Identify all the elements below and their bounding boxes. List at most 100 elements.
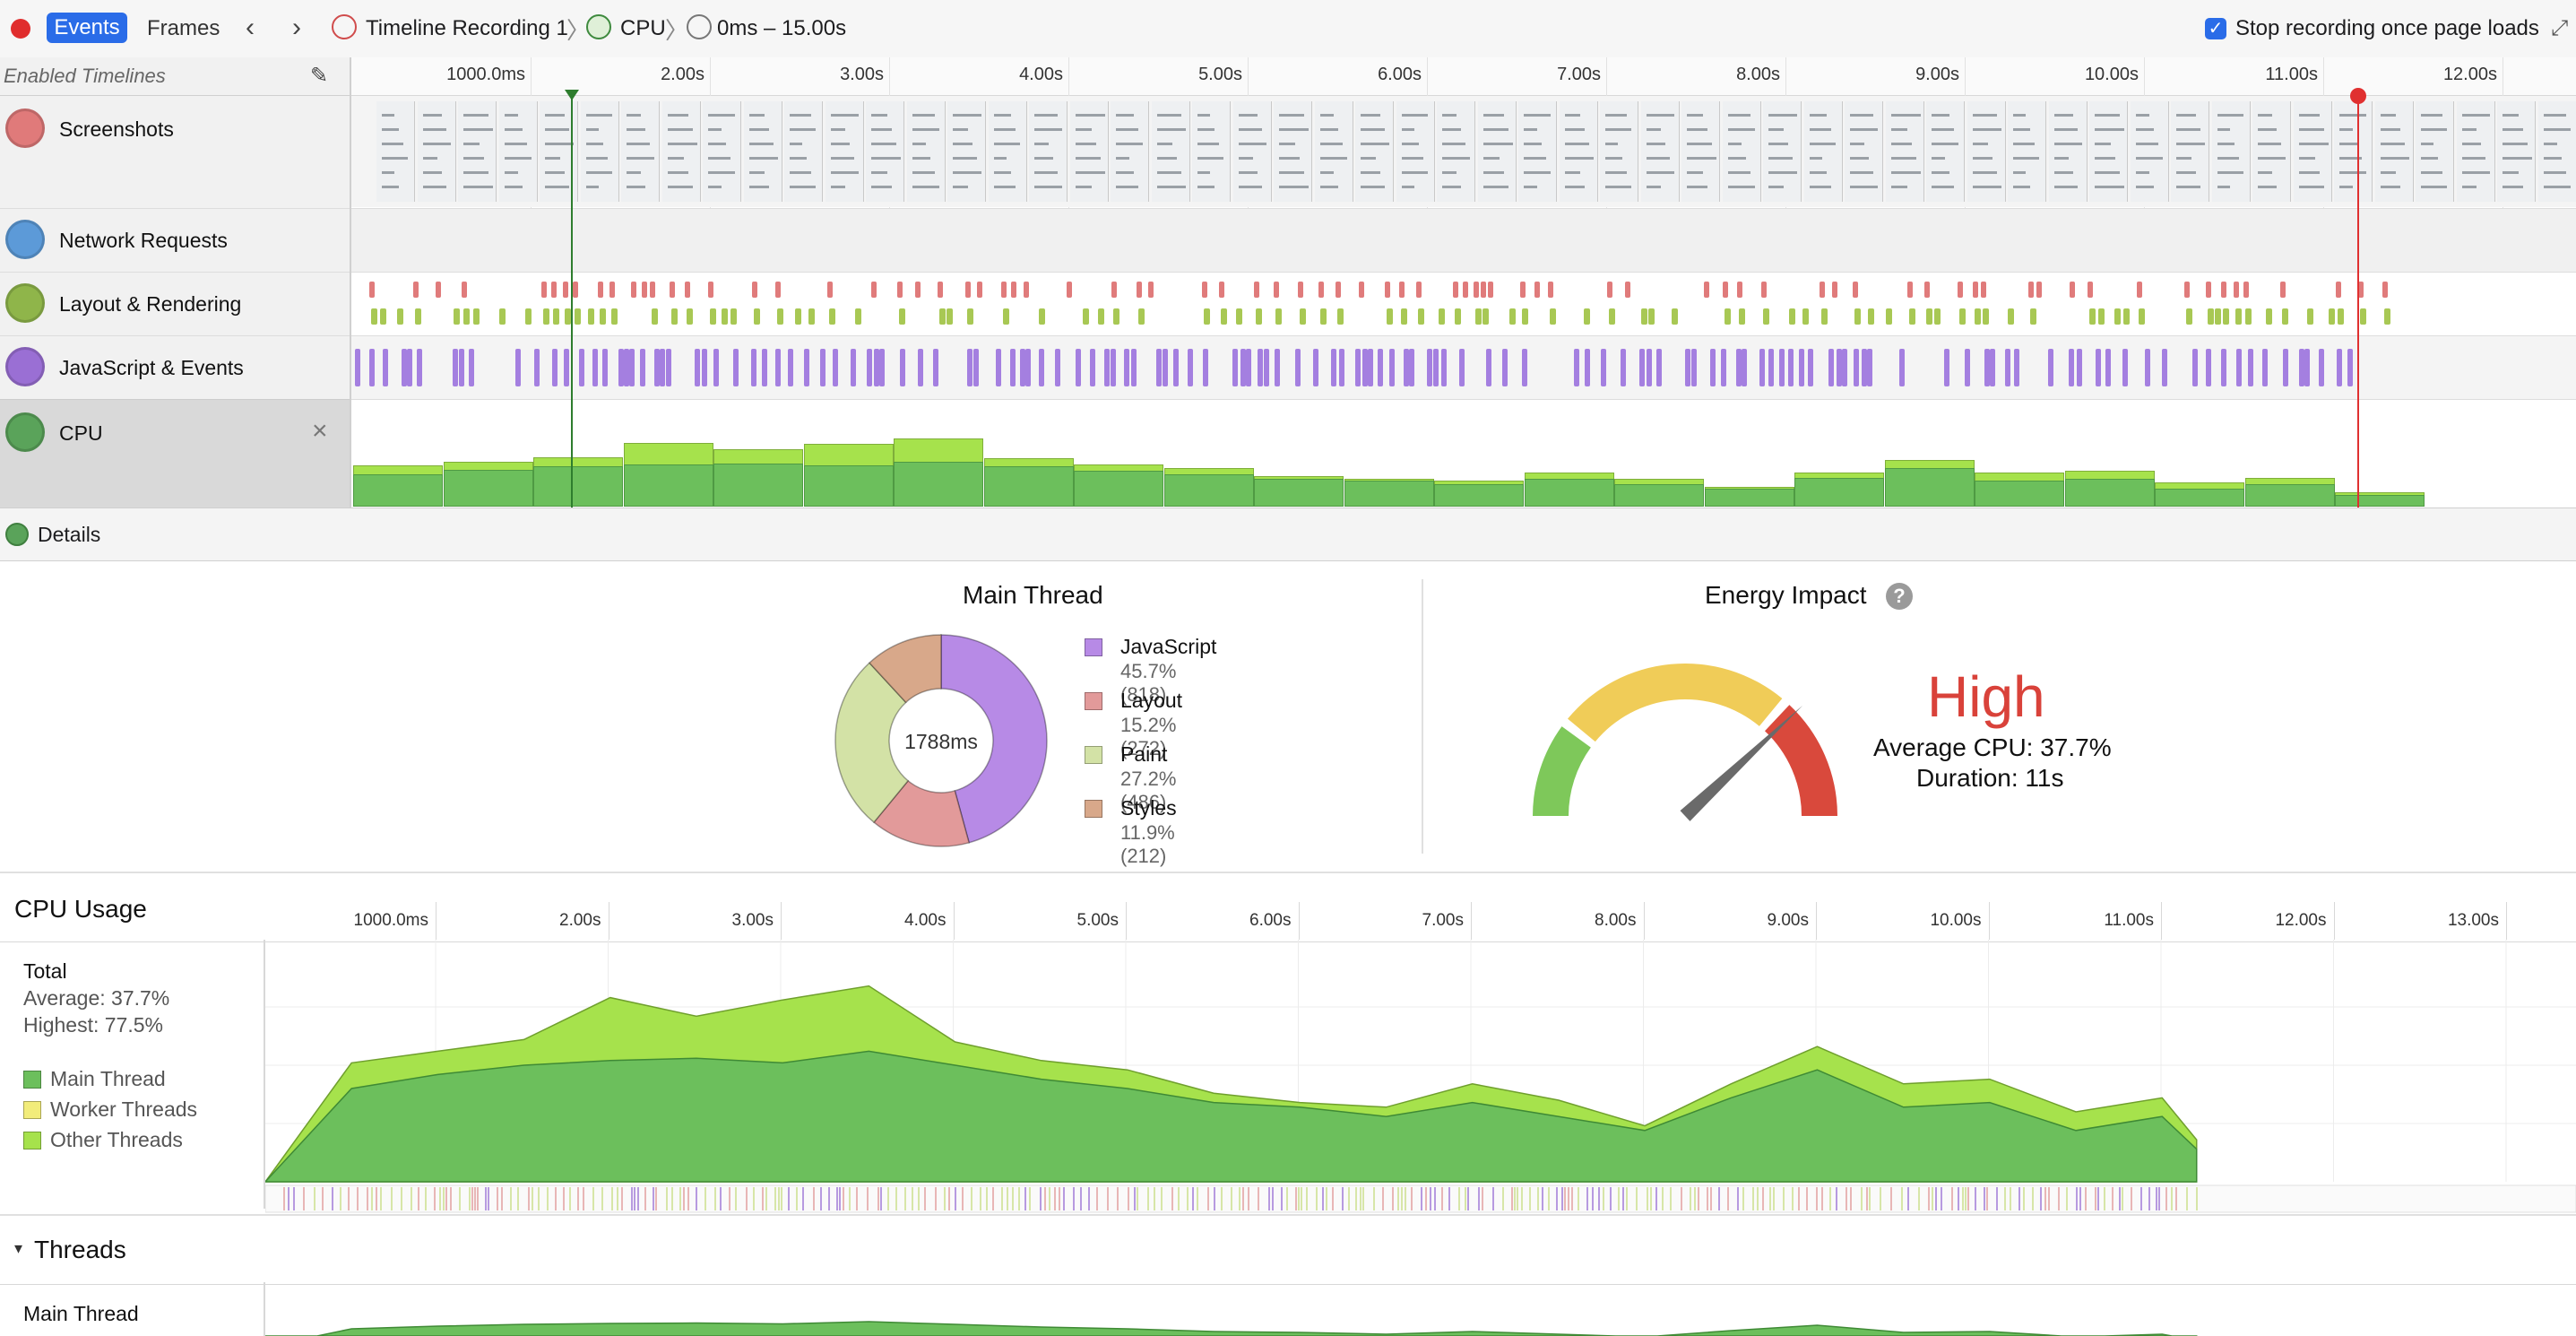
disclosure-triangle-icon[interactable]: ▾ — [14, 1239, 23, 1257]
screenshot-thumbnail[interactable] — [1111, 101, 1149, 202]
screenshot-thumbnail[interactable] — [1681, 101, 1720, 202]
network-track[interactable] — [351, 208, 2576, 272]
cpu-tick-label: 2.00s — [559, 911, 601, 930]
screenshot-thumbnail[interactable] — [2130, 101, 2169, 202]
screenshot-thumbnail[interactable] — [1518, 101, 1557, 202]
lane-javascript-events[interactable]: JavaScript & Events — [0, 335, 350, 399]
screenshot-thumbnail[interactable] — [2211, 101, 2251, 202]
screenshot-thumbnail[interactable] — [2252, 101, 2291, 202]
lane-cpu[interactable]: CPU × — [0, 399, 350, 508]
screenshot-thumbnail[interactable] — [2374, 101, 2414, 202]
breadcrumb-instrument[interactable]: CPU — [620, 16, 666, 40]
selection-start-marker[interactable] — [571, 93, 573, 508]
cpu-usage-chart[interactable] — [265, 940, 2576, 1214]
screenshots-track[interactable] — [351, 96, 2576, 207]
screenshot-thumbnail[interactable] — [1640, 101, 1680, 202]
screenshot-thumbnail[interactable] — [1029, 101, 1068, 202]
screenshot-thumbnail[interactable] — [784, 101, 823, 202]
screenshot-thumbnail[interactable] — [1885, 101, 1924, 202]
screenshot-thumbnail[interactable] — [2456, 101, 2495, 202]
event-tick — [2058, 1187, 2060, 1210]
screenshot-thumbnail[interactable] — [1314, 101, 1353, 202]
cpu-track[interactable] — [351, 399, 2576, 508]
screenshot-thumbnail[interactable] — [703, 101, 741, 202]
help-icon[interactable]: ? — [1886, 583, 1913, 610]
breadcrumb-recording[interactable]: Timeline Recording 1 — [366, 16, 568, 40]
screenshot-thumbnail[interactable] — [2089, 101, 2128, 202]
resize-icon[interactable]: ⤢ — [2551, 16, 2569, 40]
screenshot-thumbnail[interactable] — [1437, 101, 1475, 202]
screenshot-thumbnail[interactable] — [2334, 101, 2373, 202]
screenshot-thumbnail[interactable] — [1559, 101, 1598, 202]
lane-network-requests[interactable]: Network Requests — [0, 208, 350, 272]
screenshot-thumbnail[interactable] — [2537, 101, 2576, 202]
javascript-events-track[interactable] — [351, 335, 2576, 399]
donut-slice-paint[interactable] — [834, 662, 910, 824]
screenshot-thumbnail[interactable] — [906, 101, 946, 202]
screenshot-thumbnail[interactable] — [2171, 101, 2209, 202]
threads-header[interactable]: ▾ Threads — [0, 1214, 2576, 1285]
screenshot-thumbnail[interactable] — [580, 101, 619, 202]
main-thread-donut[interactable] — [834, 633, 1049, 848]
main-thread-chart[interactable] — [265, 1282, 2576, 1336]
screenshot-thumbnail[interactable] — [988, 101, 1027, 202]
donut-slice-styles[interactable] — [868, 634, 942, 704]
screenshot-thumbnail[interactable] — [1069, 101, 1109, 202]
screenshot-thumbnail[interactable] — [417, 101, 456, 202]
screenshot-thumbnail[interactable] — [1355, 101, 1394, 202]
screenshot-thumbnail[interactable] — [1763, 101, 1802, 202]
forward-chevron-icon[interactable]: › — [292, 13, 301, 42]
screenshot-thumbnail[interactable] — [947, 101, 986, 202]
selection-start-handle[interactable] — [565, 90, 579, 100]
stop-recording-checkbox[interactable]: ✓ — [2205, 18, 2226, 39]
record-button[interactable] — [11, 19, 30, 39]
screenshot-thumbnail[interactable] — [2497, 101, 2536, 202]
screenshot-thumbnail[interactable] — [1192, 101, 1231, 202]
playhead-handle[interactable] — [2350, 88, 2366, 104]
screenshot-thumbnail[interactable] — [1803, 101, 1843, 202]
screenshot-thumbnail[interactable] — [661, 101, 701, 202]
screenshot-thumbnail[interactable] — [1477, 101, 1517, 202]
screenshot-thumbnail[interactable] — [621, 101, 660, 202]
thumbnail-line — [1890, 157, 1916, 160]
breadcrumb-range[interactable]: 0ms – 15.00s — [717, 16, 847, 40]
donut-slice-layout[interactable] — [872, 779, 971, 847]
lane-layout-rendering[interactable]: Layout & Rendering — [0, 272, 350, 335]
screenshot-thumbnail[interactable] — [1232, 101, 1272, 202]
screenshot-thumbnail[interactable] — [2008, 101, 2046, 202]
screenshot-thumbnail[interactable] — [825, 101, 864, 202]
timeline-ruler[interactable] — [351, 57, 2576, 96]
layout-event-mark — [752, 282, 757, 298]
thumbnail-line — [1482, 143, 1513, 145]
screenshot-thumbnail[interactable] — [458, 101, 497, 202]
screenshot-thumbnail[interactable] — [1151, 101, 1190, 202]
edit-pencil-icon[interactable]: ✎ — [310, 64, 329, 88]
screenshot-thumbnail[interactable] — [2293, 101, 2332, 202]
thumbnail-line — [1401, 128, 1414, 131]
close-icon[interactable]: × — [312, 416, 328, 446]
screenshot-thumbnail[interactable] — [1600, 101, 1638, 202]
current-time-marker[interactable] — [2357, 90, 2359, 508]
lane-screenshots[interactable]: Screenshots — [0, 96, 350, 207]
screenshot-thumbnail[interactable] — [1396, 101, 1435, 202]
screenshot-thumbnail[interactable] — [2416, 101, 2454, 202]
screenshot-thumbnail[interactable] — [1926, 101, 1965, 202]
screenshot-thumbnail[interactable] — [1967, 101, 2006, 202]
cpu-tick-line — [1126, 902, 1127, 940]
donut-slice-javascript[interactable] — [940, 634, 1048, 844]
event-tick — [753, 1187, 755, 1210]
screenshot-thumbnail[interactable] — [1845, 101, 1883, 202]
thumbnail-line — [1319, 114, 1334, 117]
tab-events[interactable]: Events — [47, 13, 127, 43]
layout-rendering-track[interactable] — [351, 272, 2576, 335]
back-chevron-icon[interactable]: ‹ — [246, 13, 255, 42]
screenshot-strip[interactable] — [376, 101, 2576, 202]
screenshot-thumbnail[interactable] — [498, 101, 538, 202]
screenshot-thumbnail[interactable] — [1274, 101, 1312, 202]
screenshot-thumbnail[interactable] — [743, 101, 782, 202]
tab-frames[interactable]: Frames — [147, 16, 220, 40]
screenshot-thumbnail[interactable] — [376, 101, 415, 202]
screenshot-thumbnail[interactable] — [866, 101, 904, 202]
screenshot-thumbnail[interactable] — [1722, 101, 1761, 202]
screenshot-thumbnail[interactable] — [2048, 101, 2088, 202]
